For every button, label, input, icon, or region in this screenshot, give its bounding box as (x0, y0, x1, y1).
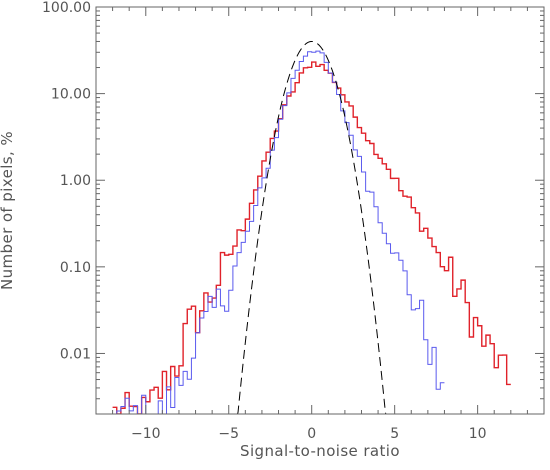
x-tick-label: −10 (131, 426, 161, 442)
y-tick-label: 1.00 (60, 173, 91, 189)
x-tick-label: 5 (390, 426, 399, 442)
x-tick-label: 0 (307, 426, 316, 442)
series-2-gaussian-dashed (237, 40, 387, 414)
x-tick-label: −5 (218, 426, 239, 442)
series-0-step-line (112, 61, 511, 414)
y-tick-label: 0.01 (60, 346, 91, 362)
plot-frame (95, 6, 545, 415)
x-axis-label: Signal-to-noise ratio (240, 442, 400, 460)
y-tick-label: 0.10 (60, 260, 91, 276)
ticks-layer: −10 −5 0 5 10 0.01 0.10 1.00 10.00 100.00 (42, 0, 545, 442)
x-tick-label: 10 (469, 426, 487, 442)
series-layer (112, 40, 511, 414)
y-tick-label: 10.00 (51, 87, 91, 103)
y-axis-label: Number of pixels, % (0, 131, 16, 290)
series-1-step-line (112, 50, 445, 414)
y-tick-label: 100.00 (42, 0, 91, 16)
